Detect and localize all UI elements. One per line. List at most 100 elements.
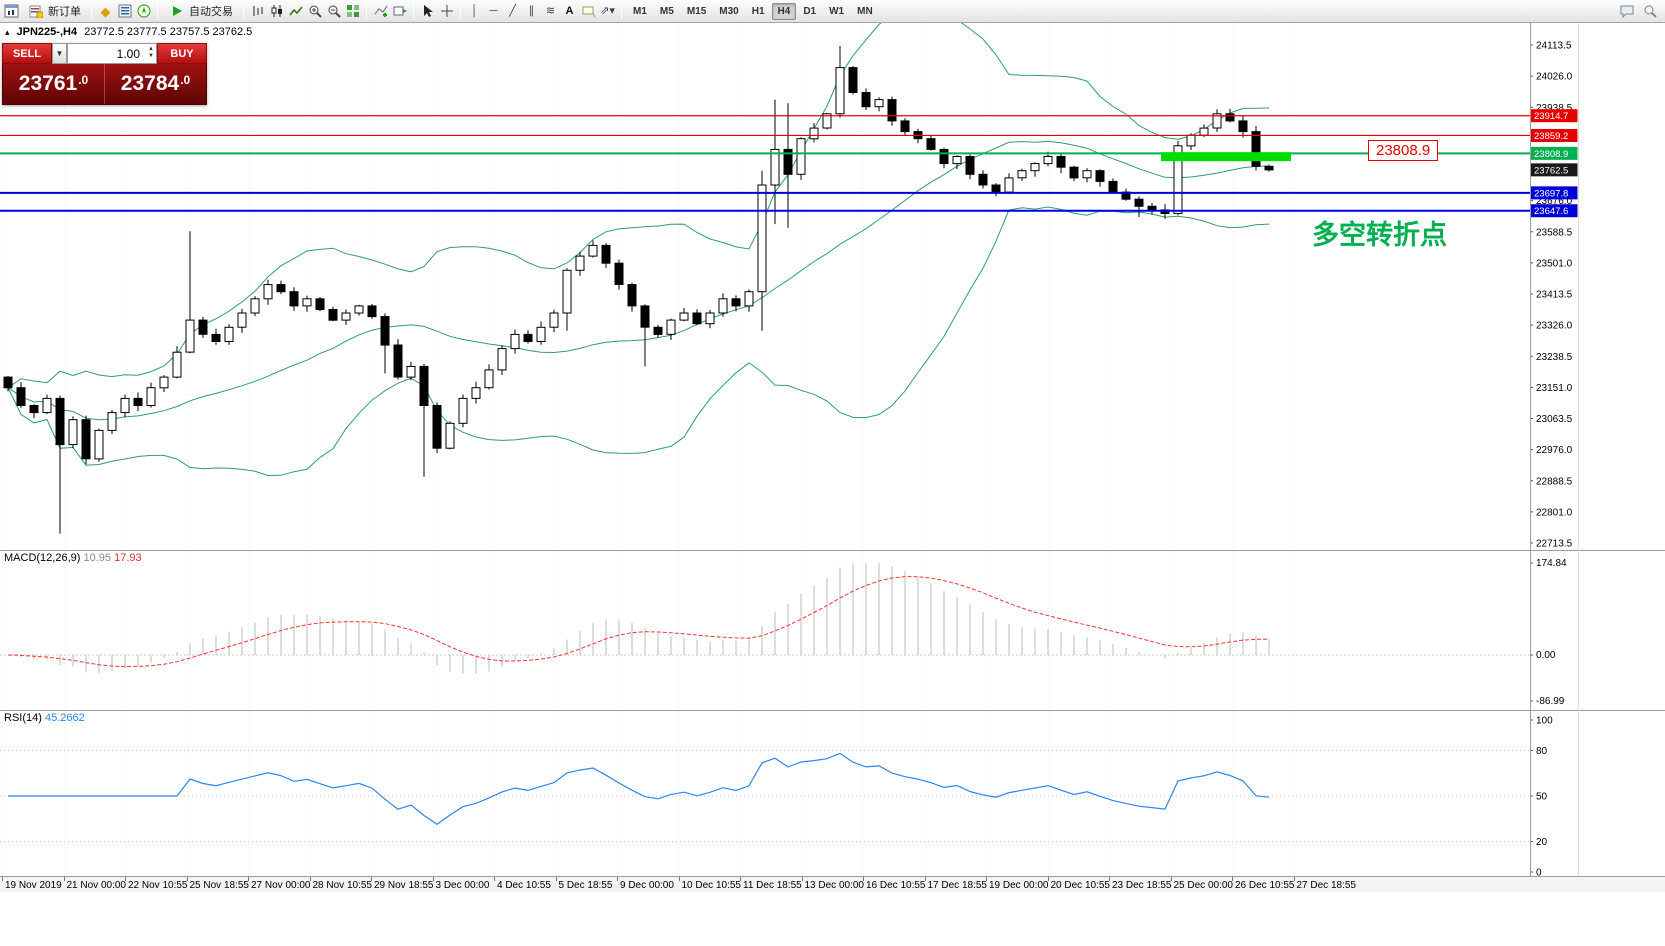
candlestick-chart-icon[interactable] <box>268 3 285 20</box>
chart-symbol-label: JPN225-,H4 <box>16 26 78 38</box>
autotrading-button[interactable]: 自动交易 <box>163 2 238 21</box>
timeframe-w1-button[interactable]: W1 <box>829 5 845 17</box>
channel-icon[interactable]: ∥ <box>528 4 535 17</box>
buy-button[interactable]: BUY <box>157 43 207 64</box>
trendline-icon[interactable]: ╱ <box>509 4 516 17</box>
time-axis-label: 27 Nov 00:00 <box>251 880 311 891</box>
candlestick <box>172 351 182 378</box>
candlestick <box>900 120 910 133</box>
candlestick <box>887 99 897 122</box>
rsi-axis-label: 100 <box>1536 716 1553 727</box>
candlestick <box>289 291 299 307</box>
indicators-icon[interactable] <box>372 3 389 20</box>
candlestick <box>1238 120 1248 133</box>
line-chart-icon[interactable] <box>287 3 304 20</box>
chart-canvas[interactable]: 24113.524026.023938.523851.023763.523676… <box>0 23 1665 946</box>
timeframe-mn-button[interactable]: MN <box>857 5 873 17</box>
trade-panel-controls: SELL ▼ ▲▼ BUY <box>2 43 207 64</box>
sell-price[interactable]: 23761 .0 <box>3 64 104 104</box>
rsi-value: 45.2662 <box>44 712 85 724</box>
timeframe-d1-button[interactable]: D1 <box>803 5 817 17</box>
candlestick <box>965 156 975 175</box>
bar-chart-icon[interactable] <box>249 3 266 20</box>
navigator-icon[interactable] <box>135 3 152 20</box>
candlestick <box>55 397 65 446</box>
candlestick <box>536 326 546 342</box>
candlestick <box>133 397 143 406</box>
fibonacci-icon[interactable]: ≋ <box>545 4 556 17</box>
bollinger-upper-band[interactable] <box>7 23 1270 389</box>
rsi-axis-label: 0 <box>1536 868 1542 879</box>
symbols-icon[interactable]: ◆ <box>100 3 111 19</box>
cursor-icon[interactable] <box>419 3 436 20</box>
volume-input[interactable] <box>68 44 156 63</box>
timeframe-h4-button[interactable]: H4 <box>771 2 797 20</box>
time-axis[interactable] <box>0 877 1665 892</box>
zoom-in-icon[interactable] <box>306 3 323 20</box>
candlestick <box>458 397 468 424</box>
arrows-tool-icon[interactable]: ⇗▾ <box>600 4 615 17</box>
macd-signal-value: 17.93 <box>114 552 142 564</box>
candlestick <box>211 333 221 342</box>
candlestick <box>991 184 1001 193</box>
candlestick <box>1056 156 1066 168</box>
market-watch-icon[interactable] <box>116 3 133 20</box>
macd-name: MACD(12,26,9) <box>4 552 81 564</box>
candlestick <box>1147 205 1157 211</box>
new-order-button[interactable]: 新订单 <box>22 2 86 21</box>
candlestick <box>952 156 962 165</box>
turning-point-note[interactable]: 多空转折点 <box>1312 220 1447 250</box>
candlestick <box>926 138 936 150</box>
candlestick <box>1212 113 1222 129</box>
volume-stepper[interactable]: ▲ ▼ <box>148 46 154 60</box>
candlestick <box>1251 131 1261 167</box>
community-icon[interactable] <box>1619 3 1636 20</box>
auto-scroll-icon[interactable] <box>391 3 408 20</box>
vertical-line-icon[interactable]: │ <box>471 4 478 17</box>
candlestick <box>848 67 858 93</box>
candlestick <box>107 412 117 431</box>
sell-button[interactable]: SELL <box>2 43 52 64</box>
crosshair-icon[interactable] <box>438 3 455 20</box>
chart-symbol-header: ▴ JPN225-,H4 23772.5 23777.5 23757.5 237… <box>5 26 252 38</box>
candlestick <box>29 405 39 414</box>
toolbar-separator <box>91 3 92 19</box>
time-axis-label: 19 Dec 00:00 <box>989 880 1049 891</box>
horizontal-line-icon[interactable]: ─ <box>489 4 498 17</box>
zoom-out-icon[interactable] <box>325 3 342 20</box>
candlestick <box>1225 113 1235 122</box>
label-icon[interactable] <box>580 3 597 20</box>
timeframe-m30-button[interactable]: M30 <box>719 5 739 17</box>
price-axis-label: 23326.0 <box>1536 321 1573 332</box>
search-icon[interactable] <box>1641 3 1658 20</box>
bollinger-middle-band[interactable] <box>7 140 1270 421</box>
price-level-tag <box>1530 146 1578 160</box>
window-icon[interactable] <box>3 3 20 20</box>
chart-plot-area[interactable] <box>0 23 1665 946</box>
candlestick <box>562 269 572 314</box>
timeframe-h1-button[interactable]: H1 <box>751 5 765 17</box>
timeframe-m15-button[interactable]: M15 <box>686 5 707 17</box>
price-axis-label: 22888.5 <box>1536 476 1573 487</box>
candlestick <box>653 326 663 335</box>
tile-windows-icon[interactable] <box>344 3 361 20</box>
price-axis[interactable] <box>1531 23 1665 876</box>
timeframe-m1-button[interactable]: M1 <box>633 5 647 17</box>
one-click-toggle-icon[interactable]: ▴ <box>5 26 10 37</box>
text-icon[interactable]: A <box>565 4 574 17</box>
buy-price[interactable]: 23784 .0 <box>104 64 206 104</box>
timeframe-m5-button[interactable]: M5 <box>659 5 674 17</box>
price-level-tag <box>1530 128 1578 142</box>
highlight-bar[interactable] <box>1161 152 1291 162</box>
price-axis-label: 23151.0 <box>1536 383 1573 394</box>
volume-field-wrap: ▲▼ <box>67 43 157 64</box>
price-axis-label: 22713.5 <box>1536 539 1573 550</box>
buy-price-frac: .0 <box>180 72 191 87</box>
time-axis-label: 10 Dec 10:55 <box>682 880 742 891</box>
time-axis-label: 28 Nov 10:55 <box>313 880 373 891</box>
candlestick <box>731 298 741 307</box>
price-callout[interactable]: 23808.9 <box>1368 140 1439 161</box>
volume-dropdown[interactable]: ▼ <box>52 43 67 64</box>
bollinger-lower-band[interactable] <box>7 206 1270 477</box>
candlestick <box>575 255 585 271</box>
